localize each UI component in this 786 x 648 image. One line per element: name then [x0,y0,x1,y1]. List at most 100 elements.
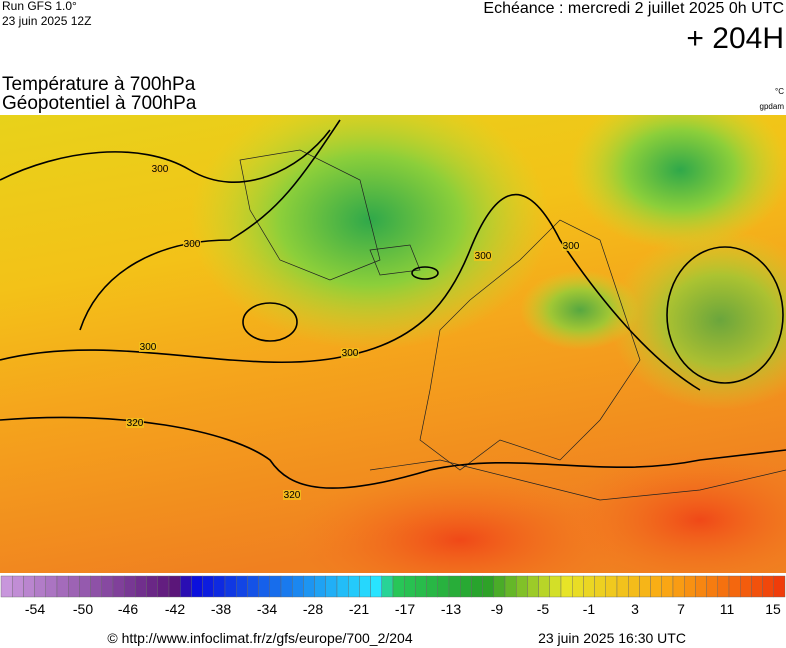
label-bg [474,251,492,261]
swatch [527,575,539,598]
swatch [314,575,327,598]
swatch [728,575,741,598]
swatch [717,575,730,598]
swatch [34,575,46,598]
label-bg [151,164,169,174]
swatch [392,575,405,598]
label-bg [562,241,580,251]
swatch [224,575,237,598]
title-2: Géopotentiel à 700hPa [2,93,197,114]
contour-label: 320 [284,490,301,501]
colorbar-label: 7 [677,601,685,617]
swatch [672,575,685,598]
swatch [549,575,562,598]
contour-label: 300 [563,241,580,252]
swatch [359,575,371,598]
swatch [762,575,774,598]
swatch [706,575,718,598]
swatch [639,575,651,598]
colorbar-label: -5 [537,601,550,617]
swatch [516,575,528,598]
colorbar-label: -50 [73,601,93,617]
swatch [605,575,618,598]
run-date: 23 juin 2025 12Z [2,14,91,28]
swatch [112,575,125,598]
colorbar-label: -21 [349,601,369,617]
swatch [773,575,786,598]
swatch [538,575,550,598]
lead-time: + 204H [686,22,784,55]
colorbar: -54 -50 -46 -42 -38 -34 -28 -21 -17 -13 -9 -5 -1 3 7 11… [0,575,786,617]
swatch [269,575,282,598]
colorbar-label: -54 [25,601,45,617]
colorbar-label: -9 [491,601,504,617]
swatch [11,575,24,598]
swatch [45,575,58,598]
contour-label: 300 [184,239,201,250]
label-bg [341,348,359,358]
colorbar-label: 11 [720,601,735,617]
source: © http://www.infoclimat.fr/z/gfs/europe/… [107,630,412,646]
swatch [415,575,427,598]
swatch [292,575,304,598]
swatch [23,575,35,598]
swatch [157,575,170,598]
swatch [628,575,640,598]
swatch [325,575,338,598]
swatch [101,575,114,598]
swatch [303,575,315,598]
swatch [404,575,416,598]
swatch [202,575,215,598]
contour-label: 320 [127,418,144,429]
swatch [560,575,573,598]
swatch [572,575,584,598]
colorbar-label: -28 [303,601,323,617]
colorbar-label: -17 [395,601,415,617]
swatch [661,575,674,598]
swatch [594,575,606,598]
swatch [471,575,483,598]
swatch [493,575,506,598]
generated: 23 juin 2025 16:30 UTC [538,630,686,646]
swatch [426,575,439,598]
colorbar-label: -38 [211,601,231,617]
swatch [460,575,472,598]
colorbar-label: -34 [257,601,277,617]
swatch [336,575,349,598]
swatch [258,575,271,598]
swatch [213,575,226,598]
colorbar-label: 3 [631,601,639,617]
swatch [616,575,629,598]
swatch [247,575,259,598]
header: Run GFS 1.0° 23 juin 2025 12Z Echéance :… [2,0,784,114]
echeance: Echéance : mercredi 2 juillet 2025 0h UT… [483,0,784,17]
swatch [179,575,192,598]
swatch [684,575,696,598]
swatch [650,575,662,598]
contour-label: 300 [342,348,359,359]
label-bg [126,418,144,428]
swatch [123,575,136,598]
swatch [280,575,293,598]
colorbar-label: -13 [441,601,461,617]
swatch [740,575,752,598]
swatch [504,575,517,598]
swatch [370,575,383,598]
colorbar-label: -1 [583,601,596,617]
swatch [437,575,450,598]
swatch [583,575,595,598]
label-bg [183,239,201,249]
swatch [168,575,181,598]
run: Run GFS 1.0° [2,0,77,13]
swatch [79,575,91,598]
unit-1: °C [775,87,784,96]
swatch [381,575,394,598]
unit-2: gpdam [760,102,785,111]
label-bg [139,342,157,352]
contour-label: 300 [475,251,492,262]
swatch [448,575,461,598]
swatch [695,575,707,598]
swatch [56,575,69,598]
swatch [235,575,248,598]
